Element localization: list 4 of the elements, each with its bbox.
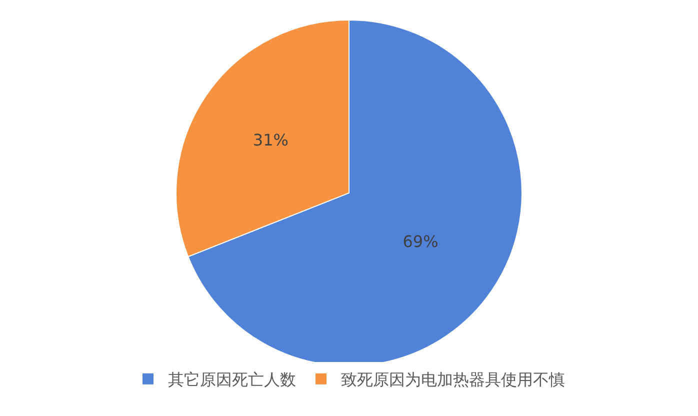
data-label: 69%	[402, 232, 438, 252]
legend-label: 其它原因死亡人数	[168, 370, 296, 390]
data-label: 31%	[252, 130, 288, 150]
legend-label: 致死原因为电加热器具使用不慎	[341, 370, 565, 390]
